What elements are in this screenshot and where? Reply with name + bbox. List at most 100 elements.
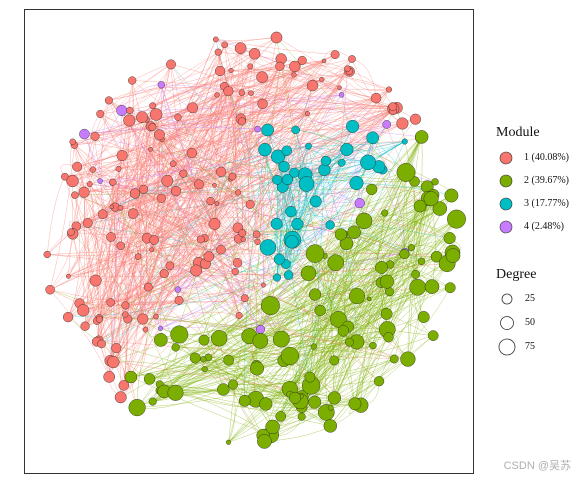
network-node <box>305 244 325 263</box>
network-node <box>238 229 247 238</box>
network-edge <box>320 181 415 311</box>
network-node <box>86 181 93 188</box>
network-edge <box>257 128 406 253</box>
network-node <box>409 278 427 296</box>
network-node <box>221 41 228 49</box>
network-node <box>106 298 115 307</box>
network-node <box>124 370 138 384</box>
network-edge <box>127 107 398 320</box>
network-edge <box>308 273 416 277</box>
network-edge <box>204 368 331 427</box>
network-edge <box>112 163 174 184</box>
network-edge <box>146 119 380 382</box>
network-edge <box>108 110 123 377</box>
network-edge <box>216 203 450 239</box>
network-node <box>117 204 124 211</box>
network-node <box>234 42 247 55</box>
network-node <box>304 110 310 116</box>
network-edge <box>217 52 239 193</box>
network-node <box>77 304 90 317</box>
network-edge <box>267 141 405 248</box>
network-edge <box>77 107 397 167</box>
network-edge <box>108 100 168 181</box>
network-node <box>330 50 340 59</box>
network-edge <box>276 224 331 278</box>
network-node <box>330 310 347 328</box>
network-node <box>249 361 264 376</box>
network-edge <box>125 85 313 315</box>
network-node <box>161 174 174 187</box>
network-node <box>245 199 255 209</box>
watermark: CSDN @吴苏 <box>503 460 571 472</box>
network-node <box>66 174 79 188</box>
network-node <box>410 113 422 125</box>
network-node <box>257 98 268 110</box>
network-node <box>289 60 301 73</box>
network-node <box>338 92 345 98</box>
network-node <box>67 228 75 236</box>
network-edge <box>123 262 199 386</box>
network-node <box>297 55 307 65</box>
network-node <box>255 324 265 334</box>
network-edge <box>264 405 361 442</box>
network-edge <box>129 66 295 121</box>
network-edge <box>120 87 340 246</box>
network-node <box>227 379 238 390</box>
network-edge <box>113 58 282 363</box>
network-edge <box>125 92 243 306</box>
module-1-key <box>499 151 513 165</box>
network-node <box>167 384 184 401</box>
network-node <box>355 212 373 230</box>
network-edge <box>281 208 440 340</box>
network-edge <box>84 91 229 327</box>
network-edge <box>310 220 365 386</box>
network-edge <box>164 58 282 274</box>
network-node <box>325 220 335 230</box>
network-node <box>96 109 105 118</box>
network-node <box>79 128 90 140</box>
network-node <box>109 204 114 210</box>
network-edge <box>160 286 433 341</box>
network-edge <box>112 182 144 320</box>
network-edge <box>77 76 263 167</box>
network-edge <box>368 261 422 300</box>
network-node <box>115 165 122 172</box>
network-edge <box>98 110 123 182</box>
network-edge <box>415 195 452 275</box>
network-edge <box>237 68 348 263</box>
network-edge <box>160 202 360 329</box>
network-node <box>445 248 461 263</box>
network-node <box>401 138 408 145</box>
network-node <box>308 288 322 301</box>
network-node <box>116 241 126 251</box>
network-edge <box>83 192 110 377</box>
network-node <box>215 65 226 77</box>
network-node <box>240 236 246 243</box>
network-node <box>238 394 251 407</box>
network-node <box>158 325 164 331</box>
network-node <box>149 235 159 245</box>
network-node <box>388 102 397 111</box>
network-node <box>66 273 71 279</box>
network-node <box>247 63 254 70</box>
network-node <box>80 321 90 331</box>
module-2-key <box>499 174 513 188</box>
network-node <box>370 92 382 104</box>
network-node <box>327 404 334 411</box>
network-edge <box>152 51 219 106</box>
network-node <box>136 111 149 124</box>
network-edge <box>77 121 242 167</box>
network-node <box>427 330 439 341</box>
network-node <box>200 356 207 363</box>
network-node <box>238 89 246 96</box>
network-edge <box>49 289 110 377</box>
network-node <box>78 186 90 198</box>
network-edge <box>155 239 244 317</box>
network-edge <box>94 136 177 192</box>
network-edge <box>113 239 202 363</box>
network-node <box>95 315 103 323</box>
network-node <box>71 191 79 199</box>
network-node <box>157 81 165 89</box>
network-edge <box>159 112 308 136</box>
network-edge <box>340 234 451 288</box>
